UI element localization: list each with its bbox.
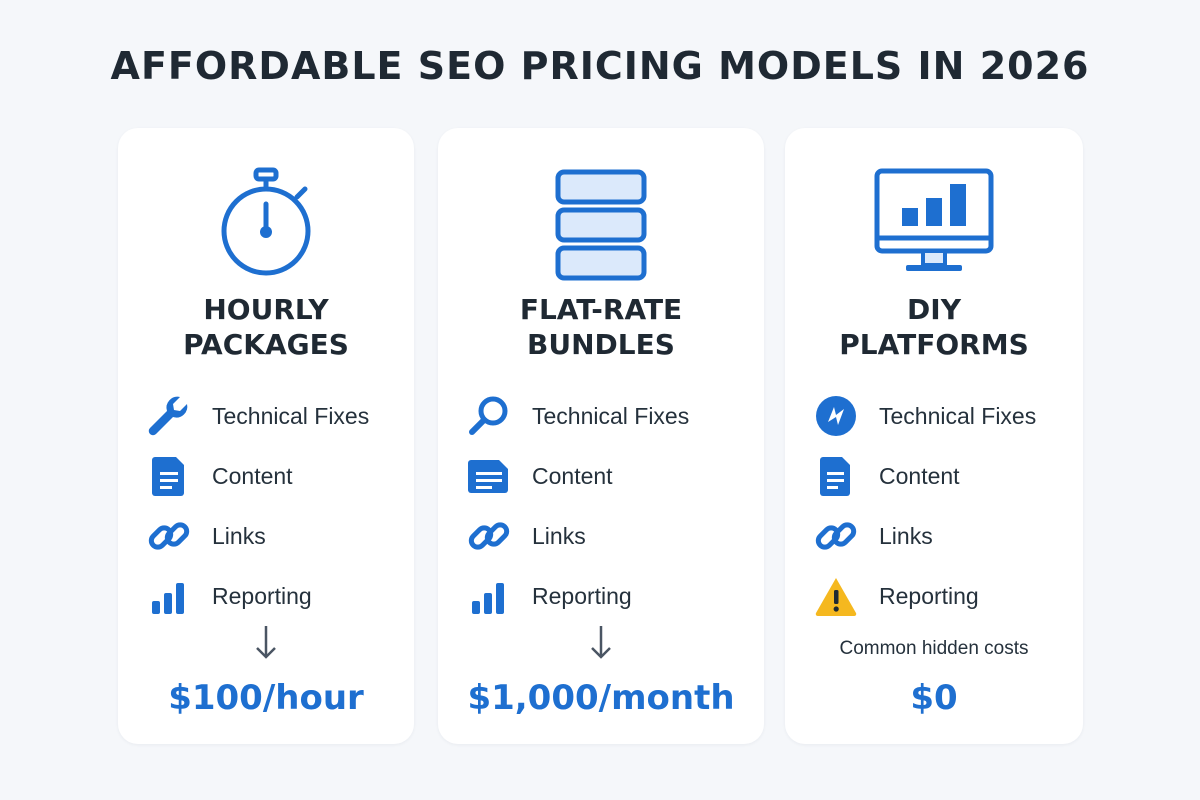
feature-label: Technical Fixes (212, 402, 370, 429)
stopwatch-icon (118, 166, 414, 286)
feature-content: Content (146, 446, 404, 506)
feature-label: Reporting (212, 582, 312, 609)
arrow-down-icon (118, 624, 414, 660)
card-title: FLAT-RATE BUNDLES (519, 293, 683, 361)
feature-label: Technical Fixes (532, 402, 690, 429)
feature-label: Content (879, 462, 960, 489)
feature-content: Content (813, 446, 1073, 506)
pricing-card-diy: DIY PLATFORMS Technical Fixes Con (785, 128, 1083, 744)
feature-label: Links (212, 522, 266, 549)
link-icon (466, 513, 512, 559)
feature-reporting: Reporting (813, 566, 1073, 626)
link-icon (813, 513, 859, 559)
feature-technical-fixes: Technical Fixes (813, 386, 1073, 446)
pricing-card-hourly: HOURLY PACKAGES Technical Fixes Content (118, 128, 414, 744)
stacked-bars-icon (438, 166, 764, 286)
feature-label: Technical Fixes (879, 402, 1037, 429)
feature-label: Reporting (879, 582, 979, 609)
hidden-costs-note: Common hidden costs (839, 638, 1029, 659)
feature-list: Technical Fixes Content Links (146, 386, 404, 626)
document-icon (813, 453, 859, 499)
warning-icon (813, 573, 859, 619)
card-title: HOURLY PACKAGES (183, 293, 349, 361)
arrow-down-icon (438, 624, 764, 660)
feature-technical-fixes: Technical Fixes (146, 386, 404, 446)
price-label: $100/hour (168, 678, 364, 718)
bar-chart-icon (146, 573, 192, 619)
bolt-circle-icon (813, 393, 859, 439)
bar-chart-icon (466, 573, 512, 619)
feature-links: Links (146, 506, 404, 566)
feature-label: Reporting (532, 582, 632, 609)
wrench-icon (146, 393, 192, 439)
document-icon (466, 453, 512, 499)
page-title: AFFORDABLE SEO PRICING MODELS IN 2026 (110, 44, 1090, 88)
feature-list: Technical Fixes Content Links (813, 386, 1073, 626)
feature-label: Links (532, 522, 586, 549)
card-title: DIY PLATFORMS (839, 293, 1029, 361)
feature-links: Links (813, 506, 1073, 566)
feature-technical-fixes: Technical Fixes (466, 386, 754, 446)
pricing-card-flat-rate: FLAT-RATE BUNDLES Technical Fixes (438, 128, 764, 744)
feature-label: Content (532, 462, 613, 489)
link-icon (146, 513, 192, 559)
price-label: $1,000/month (467, 678, 735, 718)
feature-reporting: Reporting (466, 566, 754, 626)
document-icon (146, 453, 192, 499)
feature-reporting: Reporting (146, 566, 404, 626)
feature-content: Content (466, 446, 754, 506)
feature-label: Links (879, 522, 933, 549)
magnifier-icon (466, 393, 512, 439)
feature-list: Technical Fixes Content Links (466, 386, 754, 626)
feature-label: Content (212, 462, 293, 489)
feature-links: Links (466, 506, 754, 566)
price-label: $0 (910, 678, 958, 718)
monitor-chart-icon (785, 166, 1083, 286)
